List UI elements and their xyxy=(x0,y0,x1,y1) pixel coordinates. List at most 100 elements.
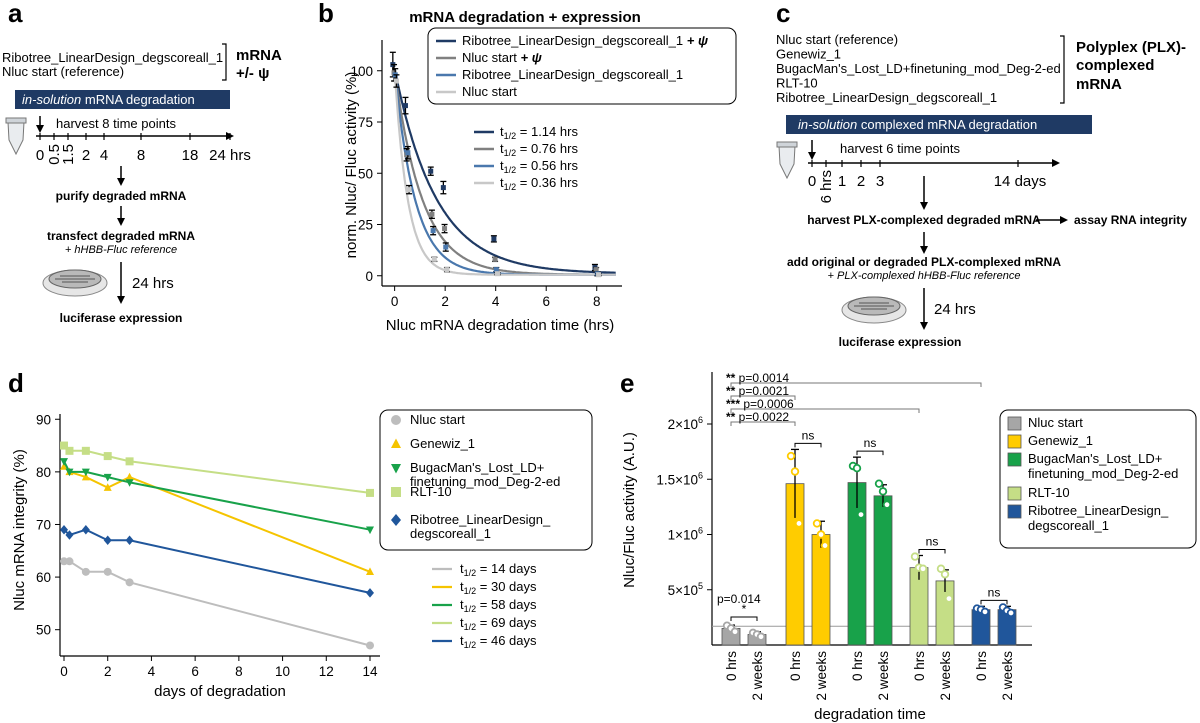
data-point xyxy=(444,267,450,273)
x-tick-label: 10 xyxy=(275,664,290,679)
legend-label: degscoreall_1 xyxy=(410,526,491,541)
panel-a-step-luciferase: luciferase expression xyxy=(60,311,183,325)
panel-c-label: c xyxy=(776,0,790,28)
sig-label: * xyxy=(742,602,747,616)
panel-c-step-harvest: harvest PLX-complexed degraded mRNA xyxy=(807,213,1041,227)
y-tick-label: 25 xyxy=(358,218,373,233)
tube-icon-c xyxy=(776,141,798,180)
panel-c-construct: BugacMan's_Lost_LD+finetuning_mod_Deg-2-… xyxy=(776,61,1061,76)
y-tick-exponent: 5 xyxy=(698,581,703,591)
data-point xyxy=(60,524,68,535)
panel-c-banner-text: in-solution complexed mRNA degradation xyxy=(798,117,1037,132)
data-point xyxy=(65,557,74,566)
legend-label: Genewiz_1 xyxy=(1028,433,1093,448)
halflife-label: t1/2 = 0.36 hrs xyxy=(500,175,578,192)
data-point xyxy=(878,487,888,496)
bar xyxy=(811,534,831,646)
data-point xyxy=(103,483,112,491)
halflife-label: t1/2 = 46 days xyxy=(460,633,537,650)
sig-label: ns xyxy=(988,585,1001,599)
data-point xyxy=(442,226,448,232)
x-tick-label: 4 xyxy=(148,664,156,679)
halflife-eq: = xyxy=(476,579,491,594)
legend-label: Nluc start xyxy=(462,84,517,99)
panel-c-step-add-sub: + PLX-complexed hHBB-Fluc reference xyxy=(828,270,1021,282)
legend-label: finetuning_mod_Deg-2-ed xyxy=(410,474,560,489)
sig-bracket xyxy=(794,442,822,448)
data-point xyxy=(790,467,800,476)
panel-d-series xyxy=(60,441,374,650)
panel-c: c Nluc start (reference)Genewiz_1BugacMa… xyxy=(776,0,1187,349)
legend-marker xyxy=(391,438,401,448)
panel-c-construct: Ribotree_LinearDesign_degscoreall_1 xyxy=(776,90,997,105)
halflife-symbol: t xyxy=(460,561,464,576)
panel-d-legend-items: Nluc start Genewiz_1 BugacMan's_Lost_LD+fi… xyxy=(391,412,560,541)
panel-b-label: b xyxy=(318,0,334,28)
halflife-label: t1/2 = 69 days xyxy=(460,615,537,632)
halflife-symbol: t xyxy=(460,615,464,630)
y-tick-label: 50 xyxy=(358,166,373,181)
dish-icon-c xyxy=(841,296,907,324)
y-tick-mantissa: 1×10 xyxy=(668,528,698,543)
time-tick-label: 8 xyxy=(137,147,145,164)
y-tick-label: 90 xyxy=(36,412,51,427)
halflife-symbol: t xyxy=(500,124,504,139)
panel-a-construct-2: Nluc start (reference) xyxy=(2,64,124,79)
legend-label: BugacMan's_Lost_LD+ xyxy=(410,460,544,475)
legend-label: Nluc start xyxy=(1028,415,1083,430)
panel-d-ylabel: Nluc mRNA integrity (%) xyxy=(11,449,28,611)
sig-bracket xyxy=(856,450,884,456)
data-point xyxy=(103,535,112,546)
y-tick-exponent: 6 xyxy=(698,526,703,536)
data-point xyxy=(81,446,90,455)
halflife-eq: = xyxy=(516,124,531,139)
x-tick-label: 0 hrs xyxy=(724,651,739,681)
panel-c-banner xyxy=(786,115,1092,134)
sig-label: ns xyxy=(926,534,939,548)
data-point xyxy=(366,588,374,598)
panel-e-label: e xyxy=(620,368,634,398)
data-point xyxy=(491,236,497,242)
panel-b: b mRNA degradation + expression 0 2 4 6 8 0 25… xyxy=(318,0,737,334)
panel-a-24hrs: 24 hrs xyxy=(132,275,174,292)
panel-b-legend xyxy=(427,27,737,105)
time-tick-label: 14 days xyxy=(994,173,1047,190)
comparison-stars: ** xyxy=(726,371,736,385)
halflife-symbol: t xyxy=(460,597,464,612)
data-point xyxy=(431,256,437,262)
panel-b-curves xyxy=(393,68,616,276)
panel-b-title: mRNA degradation + expression xyxy=(409,9,641,26)
panel-d-label: d xyxy=(8,368,24,398)
data-point xyxy=(60,557,68,566)
legend-label: BugacMan's_Lost_LD+ xyxy=(1028,451,1162,466)
data-point xyxy=(596,272,602,278)
halflife-eq: = xyxy=(516,141,531,156)
panel-a: a Ribotree_LinearDesign_degscoreall_1 Nl… xyxy=(2,0,282,325)
data-point xyxy=(944,594,954,603)
comparison-stars: ** xyxy=(726,410,736,424)
comparison-stars: *** xyxy=(726,397,740,411)
time-tick-label: 1.5 xyxy=(60,144,77,165)
x-tick-label: 6 xyxy=(191,664,199,679)
legend-marker xyxy=(391,415,401,425)
data-point xyxy=(81,472,90,481)
data-point xyxy=(756,632,766,641)
sig-label: ns xyxy=(864,436,877,450)
legend-swatch xyxy=(1007,434,1022,449)
panel-a-label: a xyxy=(8,0,23,28)
data-point xyxy=(936,564,946,573)
time-tick-label: 3 xyxy=(876,173,884,190)
y-tick-label: 60 xyxy=(36,570,51,585)
data-point xyxy=(856,510,866,519)
sig-bracket xyxy=(980,599,1008,605)
comparison-stars: ** xyxy=(726,384,736,398)
halflife-symbol: t xyxy=(500,141,504,156)
panel-d-legend xyxy=(379,409,593,551)
legend-swatch xyxy=(1007,452,1022,467)
y-tick-label: 1×106 xyxy=(668,526,703,543)
comparison-p: p=0.0014 xyxy=(735,371,789,385)
panel-c-constructs: Nluc start (reference)Genewiz_1BugacMan'… xyxy=(776,32,1061,105)
halflife-value: 69 days xyxy=(491,615,537,630)
